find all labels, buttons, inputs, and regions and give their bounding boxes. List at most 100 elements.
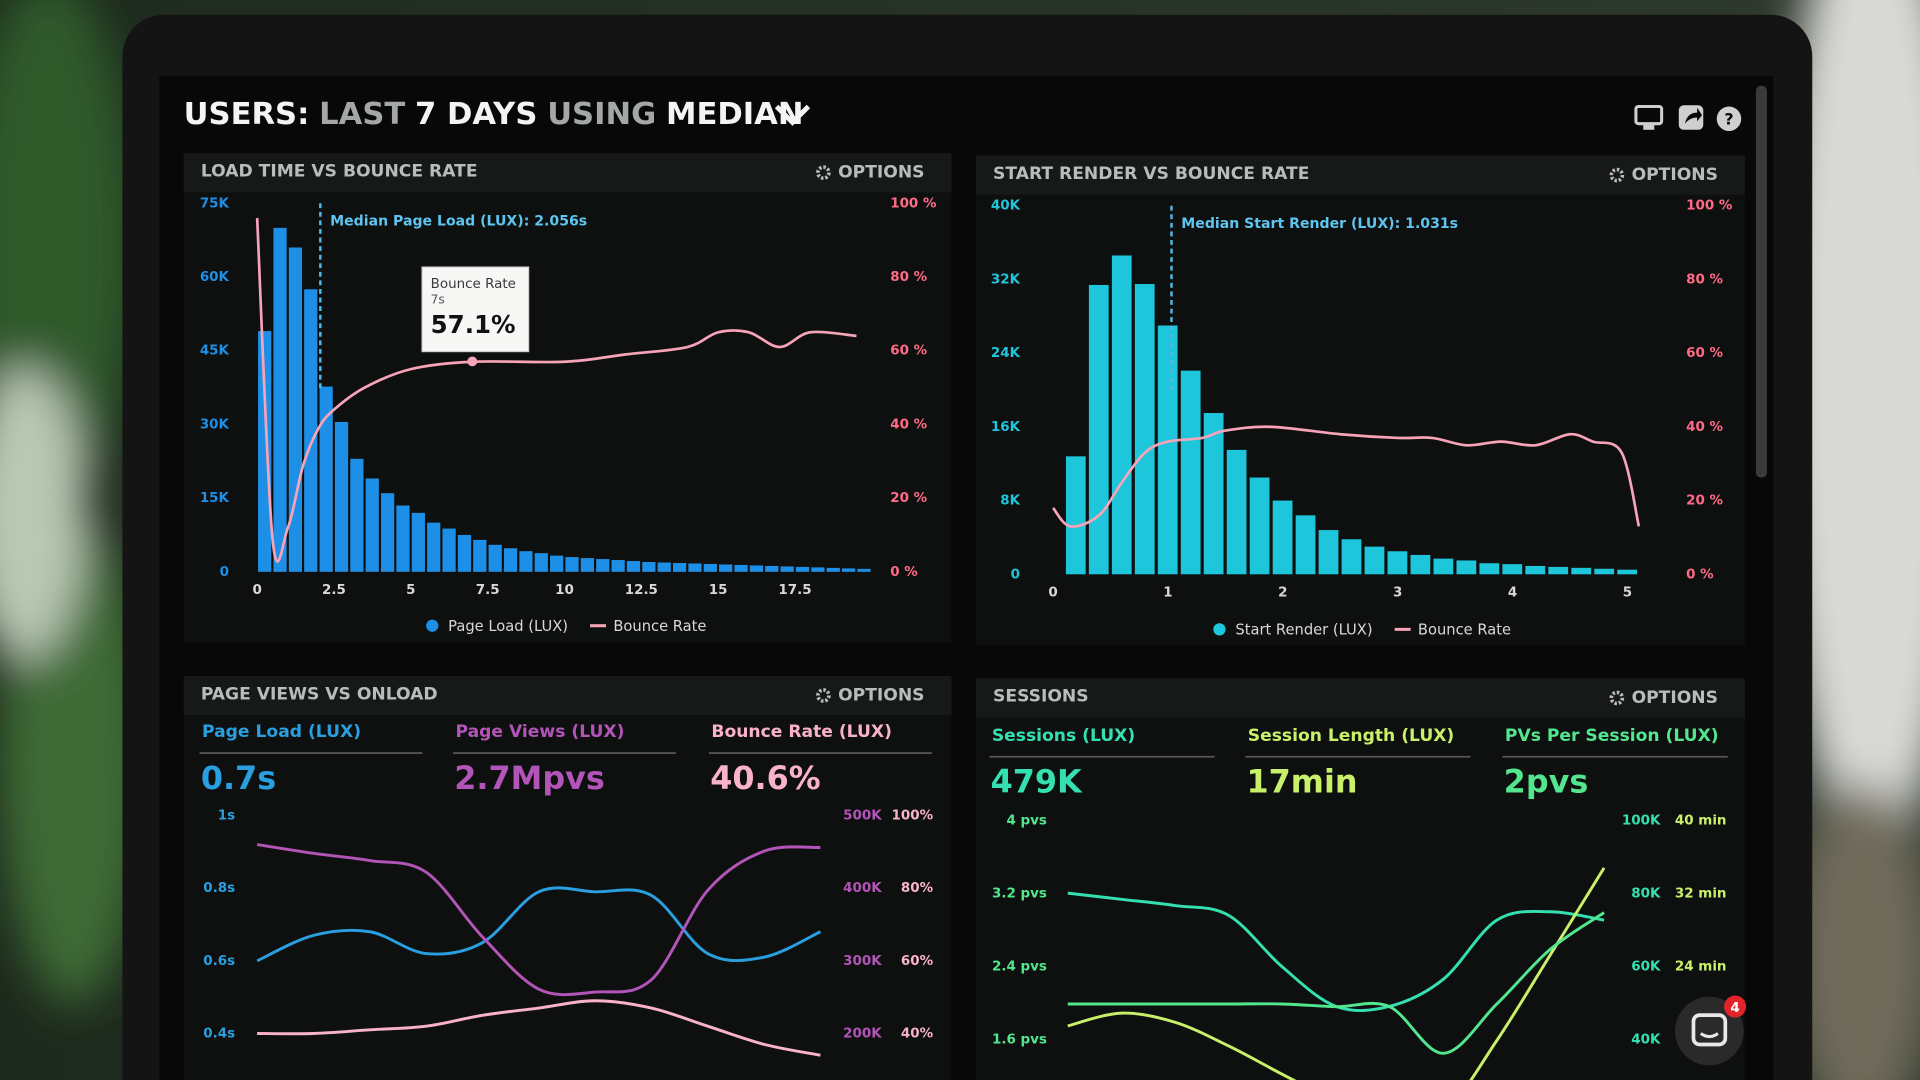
options-button[interactable]: OPTIONS <box>838 163 924 183</box>
chat-bubble[interactable]: 4 <box>1675 995 1747 1066</box>
options-button[interactable]: OPTIONS <box>838 686 924 706</box>
bar <box>842 568 856 572</box>
legend-label[interactable]: Bounce Rate <box>613 618 706 635</box>
bar <box>826 567 840 572</box>
stat-label[interactable]: Page Views (LUX) <box>456 722 625 742</box>
x-tick-label: 5 <box>406 583 415 598</box>
bar <box>795 566 810 572</box>
tooltip-point <box>467 356 478 367</box>
y-tick-label: 15K <box>200 491 230 506</box>
bar <box>749 565 764 572</box>
stat-label[interactable]: PVs Per Session (LUX) <box>1505 726 1719 746</box>
y-tick-label: 3.2 pvs <box>992 886 1047 901</box>
options-button[interactable]: OPTIONS <box>1632 165 1718 185</box>
y2-tick-label: 100 % <box>890 196 937 211</box>
dropdown-chevron[interactable] <box>774 104 811 126</box>
bar <box>1341 539 1362 575</box>
bar <box>626 561 641 572</box>
y-tick-label: 0 <box>1011 567 1020 582</box>
series-line <box>1067 911 1605 1055</box>
bar <box>1272 500 1293 575</box>
y2-tick-label: 40K <box>1631 1033 1661 1048</box>
bar <box>411 512 425 572</box>
gear-icon <box>816 165 831 180</box>
panel-title: SESSIONS <box>993 687 1089 707</box>
gear-icon <box>1609 167 1625 183</box>
bar <box>1548 566 1569 575</box>
notification-badge <box>1724 995 1747 1018</box>
panel-background <box>975 678 1745 1080</box>
x-tick-label: 10 <box>555 583 574 598</box>
y2-tick-label: 60 % <box>890 344 927 359</box>
y2-tick-label: 400K <box>843 881 882 896</box>
panel: PAGE VIEWS VS ONLOAD OPTIONS Page Load (LU… <box>183 675 952 1080</box>
bar <box>857 568 871 572</box>
panel-background <box>183 675 952 1080</box>
bar <box>1203 413 1224 575</box>
legend-label[interactable]: Page Load (LUX) <box>448 618 568 635</box>
bar <box>1065 456 1086 575</box>
bar <box>719 564 733 572</box>
bar <box>1134 284 1155 575</box>
bounce-rate-line <box>1052 425 1641 528</box>
tooltip-x: 7s <box>431 293 445 307</box>
y-tick-label: 0 <box>220 565 229 580</box>
bar <box>550 555 564 572</box>
bar <box>457 534 472 572</box>
stat-label[interactable]: Session Length (LUX) <box>1248 726 1455 746</box>
bar <box>442 528 456 572</box>
tooltip-box <box>421 266 530 353</box>
bar <box>1502 564 1523 575</box>
y2-tick-label: 60 % <box>1686 346 1723 361</box>
bar <box>1387 551 1408 575</box>
help-icon[interactable] <box>1716 106 1742 132</box>
legend-label[interactable]: Start Render (LUX) <box>1235 622 1372 639</box>
title-part: LAST <box>319 97 405 132</box>
stat-label[interactable]: Bounce Rate (LUX) <box>711 722 892 742</box>
header-icons: ? <box>1634 105 1742 132</box>
stat-label[interactable]: Page Load (LUX) <box>202 722 361 742</box>
y-tick-label: 30K <box>200 417 230 432</box>
bar <box>319 386 333 572</box>
y2-tick-label: 40 % <box>1686 420 1723 435</box>
y2-tick-label: 80 % <box>1686 272 1723 287</box>
bar <box>1111 255 1132 575</box>
leaf <box>0 367 86 662</box>
share-arrow <box>1684 107 1703 124</box>
y-tick-label: 0.4s <box>203 1026 235 1041</box>
legend-label[interactable]: Bounce Rate <box>1418 622 1511 639</box>
legend-swatch <box>426 619 439 632</box>
y-tick-label: 75K <box>200 196 230 211</box>
chat-button[interactable] <box>1675 996 1744 1066</box>
panel-title: START RENDER VS BOUNCE RATE <box>993 164 1309 184</box>
bar <box>381 493 395 572</box>
stat-value: 0.7s <box>201 759 276 797</box>
bar <box>611 560 625 572</box>
y2-tick-label: 20 % <box>890 491 927 506</box>
tooltip-title: Bounce Rate <box>431 277 516 292</box>
y2-tick-label: 0 % <box>1686 567 1714 582</box>
bar <box>1318 530 1339 575</box>
bar <box>688 563 702 572</box>
stat-label[interactable]: Sessions (LUX) <box>992 726 1135 746</box>
monitor-icon[interactable] <box>1634 105 1664 126</box>
wall-shadow <box>1787 783 1920 1080</box>
bar <box>488 544 502 572</box>
dashboard-title[interactable]: USERS: LAST 7 DAYS USING MEDIAN <box>184 97 804 132</box>
x-tick-label: 2.5 <box>322 583 346 598</box>
title-part: USERS: <box>184 97 310 132</box>
bar <box>596 559 610 572</box>
series-line <box>256 886 822 963</box>
panel-title: PAGE VIEWS VS ONLOAD <box>201 684 438 704</box>
x-tick-label: 7.5 <box>476 583 500 598</box>
bar <box>1594 568 1615 575</box>
scrollbar[interactable] <box>1755 85 1767 478</box>
options-button[interactable]: OPTIONS <box>1632 688 1718 708</box>
bar <box>642 562 656 572</box>
x-tick-label: 17.5 <box>778 583 811 598</box>
y-tick-label: 8K <box>1000 494 1020 509</box>
x-tick-label: 12.5 <box>625 583 658 598</box>
bar <box>1617 569 1638 575</box>
